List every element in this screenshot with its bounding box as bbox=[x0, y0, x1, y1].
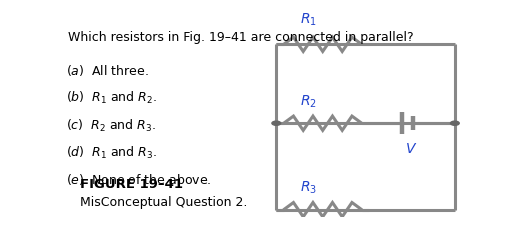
Text: $(e)$  None of the above.: $(e)$ None of the above. bbox=[66, 172, 211, 187]
Text: Which resistors in Fig. 19–41 are connected in parallel?: Which resistors in Fig. 19–41 are connec… bbox=[68, 31, 414, 44]
Text: $R_1$: $R_1$ bbox=[301, 12, 317, 28]
Text: MisConceptual Question 2.: MisConceptual Question 2. bbox=[80, 196, 247, 210]
Text: $(a)$  All three.: $(a)$ All three. bbox=[66, 63, 149, 78]
Text: $R_2$: $R_2$ bbox=[301, 94, 317, 110]
Text: $R_3$: $R_3$ bbox=[300, 180, 317, 196]
Text: $(c)$  $R_2$ and $R_3$.: $(c)$ $R_2$ and $R_3$. bbox=[66, 118, 156, 134]
Text: $(d)$  $R_1$ and $R_3$.: $(d)$ $R_1$ and $R_3$. bbox=[66, 145, 157, 161]
Text: FIGURE 19–41: FIGURE 19–41 bbox=[80, 178, 183, 191]
Circle shape bbox=[451, 121, 459, 125]
Circle shape bbox=[272, 121, 281, 125]
Text: $(b)$  $R_1$ and $R_2$.: $(b)$ $R_1$ and $R_2$. bbox=[66, 90, 157, 106]
Text: $V$: $V$ bbox=[406, 142, 418, 156]
